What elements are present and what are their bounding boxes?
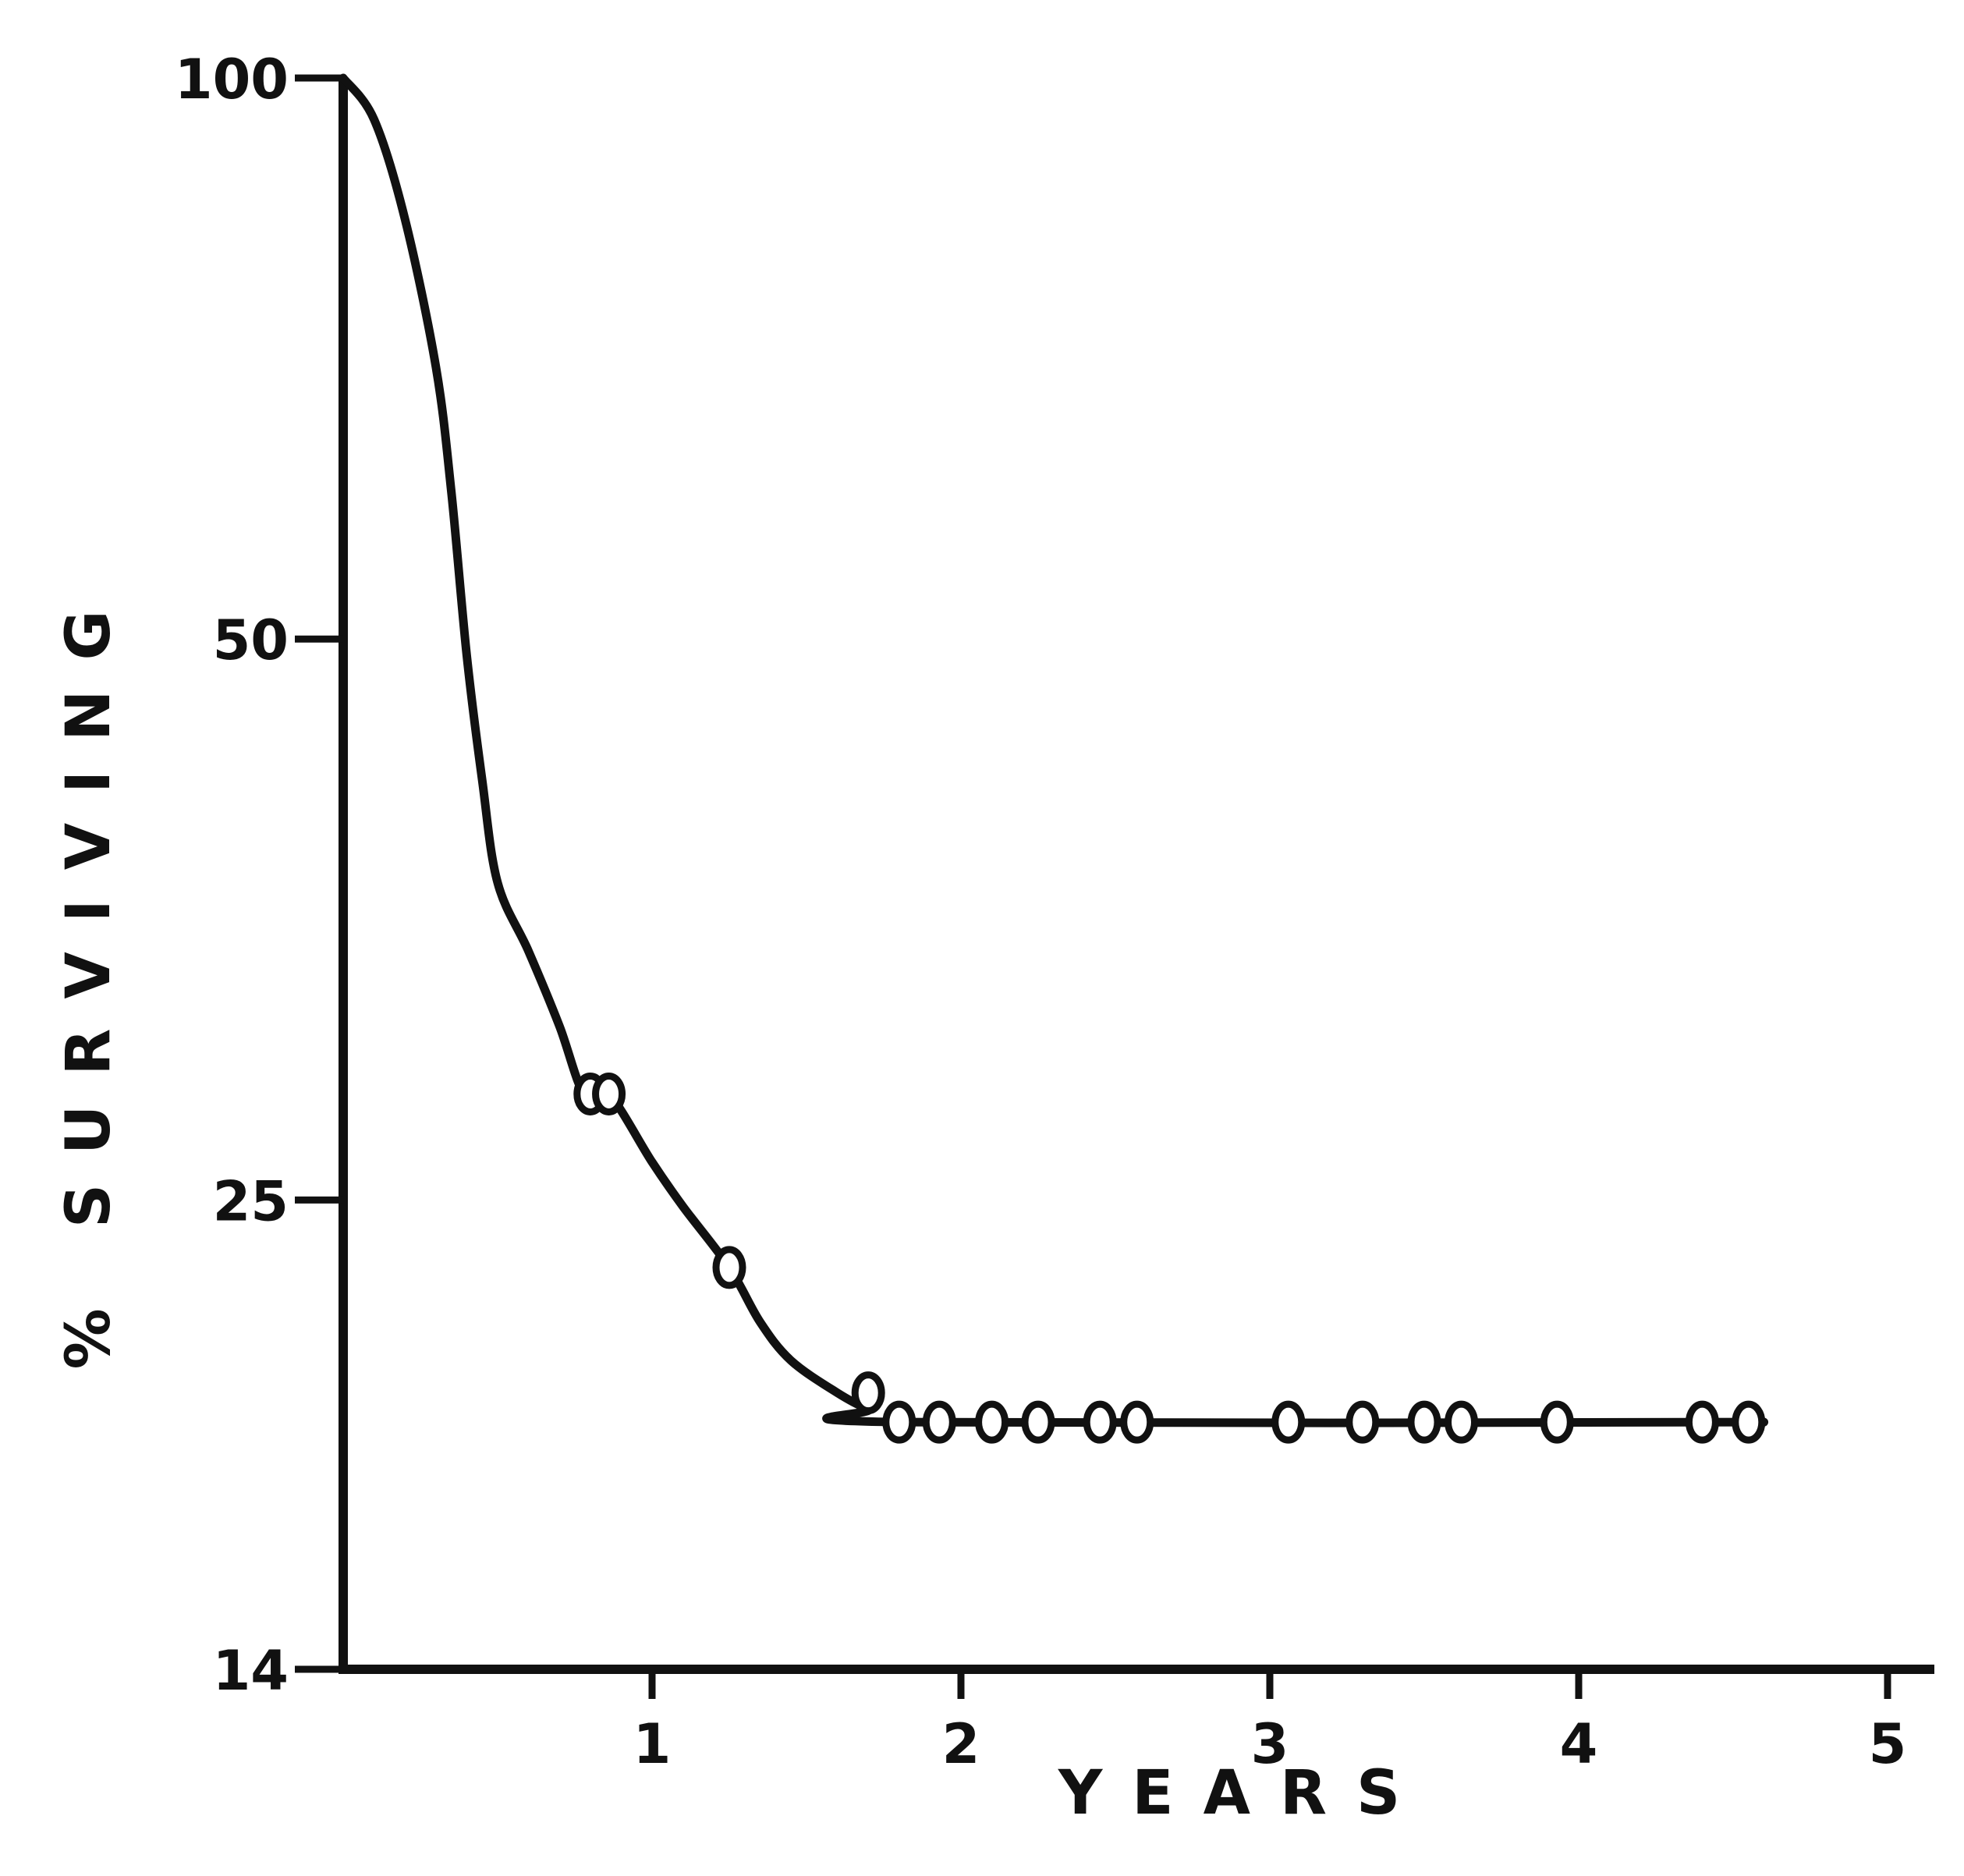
censored-point-5 — [882, 1400, 916, 1444]
censored-point-8 — [1021, 1400, 1055, 1444]
x-tick-label-4: 4 — [1560, 1712, 1598, 1776]
x-tick-label-5: 5 — [1869, 1712, 1907, 1776]
censored-point-11 — [1271, 1400, 1306, 1444]
censored-point-10 — [1120, 1400, 1154, 1444]
censored-point-4 — [851, 1371, 885, 1415]
censored-point-3 — [712, 1246, 746, 1289]
censored-point-7 — [975, 1400, 1009, 1444]
censored-point-13 — [1407, 1400, 1441, 1444]
x-tick-label-3: 3 — [1251, 1712, 1289, 1776]
censored-point-12 — [1345, 1400, 1380, 1444]
survival-curve-layer — [339, 73, 1769, 1427]
censored-point-17 — [1732, 1400, 1766, 1444]
axes — [295, 74, 1934, 1699]
censored-point-9 — [1083, 1400, 1117, 1444]
censored-point-6 — [922, 1400, 956, 1444]
y-tick-label-50: 50 — [213, 608, 289, 672]
y-axis-title: % SURVIVING — [54, 581, 124, 1370]
censored-point-14 — [1445, 1400, 1479, 1444]
y-tick-label-14: 14 — [213, 1639, 289, 1703]
y-tick-label-100: 100 — [175, 48, 289, 112]
censored-points-layer — [573, 1072, 1766, 1444]
x-axis-title: YEARS — [1058, 1758, 1430, 1828]
x-tick-label-1: 1 — [633, 1712, 672, 1776]
survival-curve-line — [339, 73, 1769, 1427]
censored-point-2 — [592, 1072, 626, 1115]
censored-point-15 — [1540, 1400, 1574, 1444]
censored-point-16 — [1685, 1400, 1719, 1444]
x-tick-label-2: 2 — [942, 1712, 980, 1776]
y-tick-label-25: 25 — [213, 1169, 289, 1233]
labels-layer: YEARS % SURVIVING 100 50 25 14 1 2 3 4 5 — [54, 48, 1906, 1828]
